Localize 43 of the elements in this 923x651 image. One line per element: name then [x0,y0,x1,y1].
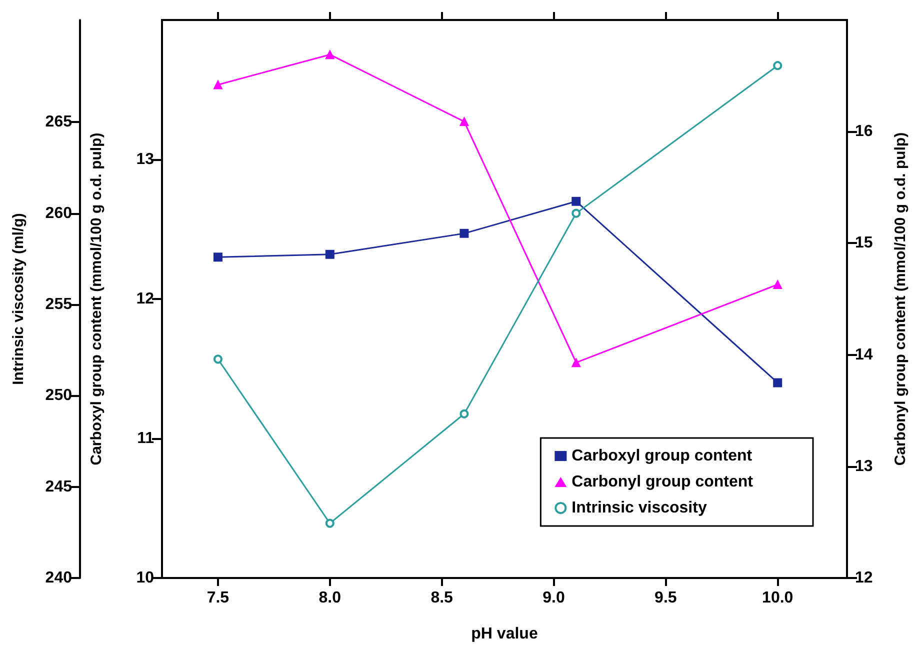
y-tick-label: 13 [136,151,154,168]
point [213,252,222,262]
point [460,228,469,238]
y3-axis-title: Intrinsic viscosity (ml/g) [10,213,27,385]
y2-tick-label: 13 [855,458,873,475]
y3-tick-label: 265 [45,114,72,131]
point [460,409,469,418]
y3-tick-label: 245 [45,478,72,496]
y3-tick-label: 255 [45,296,72,313]
x-axis-title: pH value [471,626,538,642]
point [325,518,334,528]
y2-tick-label: 12 [855,570,873,586]
x-tick-label: 9.0 [542,590,565,606]
point [572,358,581,368]
y3-tick-label: 260 [45,204,72,222]
point [325,250,334,259]
y-tick-label: 10 [136,570,154,586]
point [773,378,782,388]
point [572,196,581,206]
point [572,208,581,218]
y2-axis-title: Carbonyl group content (mmol/100 g o.d. pulp) [892,132,909,466]
x-tick-label: 9.5 [654,590,677,606]
legend-label: Carbonyl group content [572,474,754,490]
y2-tick-label: 16 [855,123,873,140]
point [213,354,222,364]
legend-label: Carboxyl group content [572,448,753,464]
x-tick-label: 8.5 [430,590,454,606]
point [325,50,334,60]
x-tick-label: 7.5 [206,590,230,606]
legend-label: Intrinsic viscosity [572,500,707,516]
point [773,61,782,70]
y-tick-label: 11 [137,430,154,447]
y2-tick-label: 15 [855,234,873,252]
point [460,117,469,126]
x-tick-label: 10.0 [762,590,794,606]
y2-tick-label: 14 [855,346,873,364]
y3-tick-label: 240 [45,570,72,586]
point [213,80,222,90]
y3-tick-label: 250 [45,387,72,404]
y-axis-title: Carboxyl group content (mmol/100 g o.d. pulp) [88,132,105,466]
x-tick-label: 8.0 [318,590,342,606]
point [773,280,782,289]
y-tick-label: 12 [136,290,154,308]
